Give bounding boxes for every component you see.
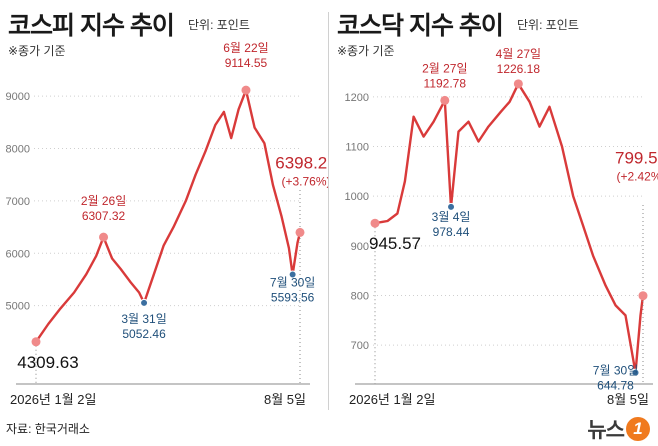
y-tick-label: 9000 xyxy=(6,91,30,103)
low-marker xyxy=(631,368,640,377)
kospi-note: ※종가 기준 xyxy=(8,44,66,58)
kosdaq-note: ※종가 기준 xyxy=(337,44,395,58)
annotation-value-label: 978.44 xyxy=(433,225,470,239)
annotation-date-label: 3월 4일 xyxy=(432,210,471,224)
point-marker xyxy=(440,95,450,105)
annotation-date-label: 6월 22일 xyxy=(223,41,268,55)
y-tick-label: 1200 xyxy=(345,92,369,104)
end-change-label: (+2.42%) xyxy=(616,170,658,184)
annotation-value-label: 1192.78 xyxy=(424,76,467,90)
y-tick-label: 1000 xyxy=(345,191,369,203)
end-value-label: 799.59 xyxy=(615,149,658,168)
news1-logo: 뉴스 1 xyxy=(587,415,650,443)
annotation-date-label: 3월 31일 xyxy=(121,312,166,326)
start-value-label: 4309.63 xyxy=(17,353,78,372)
kosdaq-panel: 코스닥 지수 추이 단위: 포인트 ※종가 기준 700 800 900 1000 11… xyxy=(329,0,658,420)
kosdaq-unit-label: 단위: 포인트 xyxy=(517,18,579,32)
start-value-label: 945.57 xyxy=(369,234,421,253)
kosdaq-title: 코스닥 지수 추이 xyxy=(337,12,504,40)
annotation-value-label: 5593.56 xyxy=(271,291,315,305)
kospi-panel: 코스피 지수 추이 단위: 포인트 ※종가 기준 5000 6000 7000 800… xyxy=(0,0,329,420)
y-tick-label: 5000 xyxy=(6,301,30,313)
source-label: 자료: 한국거래소 xyxy=(6,422,90,436)
logo-mark-icon: 1 xyxy=(626,417,650,441)
point-marker xyxy=(295,227,305,237)
annotation-date-label: 7월 30일 xyxy=(270,276,315,290)
annotation-date-label: 4월 27일 xyxy=(496,47,541,61)
low-marker xyxy=(288,270,297,279)
x-end-label: 8월 5일 xyxy=(264,392,306,407)
annotation-date-label: 7월 30일 xyxy=(593,364,638,378)
x-end-label: 8월 5일 xyxy=(607,392,649,407)
end-change-label: (+3.76%) xyxy=(281,174,329,188)
y-tick-label: 7000 xyxy=(6,196,30,208)
kospi-unit-label: 단위: 포인트 xyxy=(188,18,250,32)
panel-divider xyxy=(328,12,329,410)
point-marker xyxy=(513,79,523,89)
low-marker xyxy=(447,202,456,211)
point-marker xyxy=(31,337,41,347)
annotation-date-label: 2월 27일 xyxy=(422,61,467,75)
y-tick-label: 700 xyxy=(351,340,369,352)
logo-text: 뉴스 xyxy=(587,418,625,442)
annotation-value-label: 644.78 xyxy=(597,379,634,393)
point-marker xyxy=(370,218,380,228)
annotation-value-label: 5052.46 xyxy=(122,327,166,341)
annotation-value-label: 6307.32 xyxy=(82,209,126,223)
annotation-date-label: 2월 26일 xyxy=(81,194,126,208)
annotation-value-label: 1226.18 xyxy=(497,62,541,76)
index-line xyxy=(35,88,302,343)
end-value-label: 6398.26 xyxy=(275,153,329,172)
annotation-value-label: 9114.55 xyxy=(225,56,268,70)
y-tick-label: 8000 xyxy=(6,144,30,156)
index-line xyxy=(374,82,645,374)
y-tick-label: 800 xyxy=(351,291,369,303)
y-tick-label: 1100 xyxy=(345,142,369,154)
y-tick-label: 6000 xyxy=(6,248,30,260)
x-start-label: 2026년 1월 2일 xyxy=(349,392,435,407)
y-tick-label: 900 xyxy=(351,241,369,253)
point-marker xyxy=(638,291,648,301)
low-marker xyxy=(140,298,149,307)
point-marker xyxy=(241,85,251,95)
point-marker xyxy=(99,232,109,242)
x-start-label: 2026년 1월 2일 xyxy=(10,392,96,407)
kospi-title: 코스피 지수 추이 xyxy=(8,12,175,40)
kospi-chart: 5000 6000 7000 8000 9000 4309.63 2월 26일6307.32… xyxy=(6,41,329,407)
kosdaq-chart: 700 800 900 1000 1100 1200 945.57 2월 27일1192.78… xyxy=(345,47,658,407)
